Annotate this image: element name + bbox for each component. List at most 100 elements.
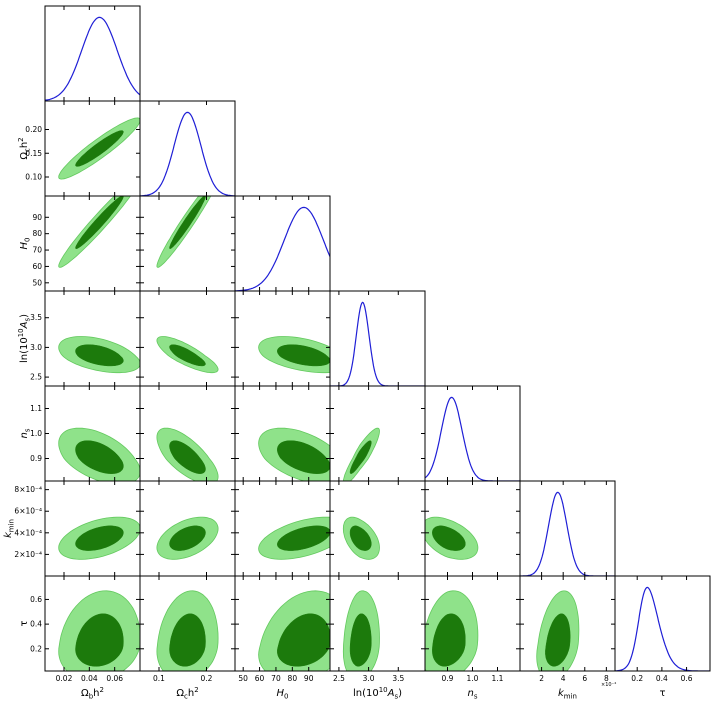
contour-68-ns-ombh2 bbox=[75, 440, 124, 474]
y-tick-label: 0.2 bbox=[30, 644, 42, 653]
panel-ns-H0 bbox=[234, 385, 331, 482]
panel-frame bbox=[44, 5, 141, 102]
x-axis-label: ln(1010As) bbox=[353, 686, 402, 701]
x-axis-label-tau: τ bbox=[659, 688, 665, 699]
x-axis-label: H0 bbox=[277, 688, 289, 701]
y-axis-label-H0: H0 bbox=[19, 238, 32, 250]
panel-tau-kmin: 2 4 6 8 bbox=[519, 575, 616, 683]
x-tick-label: 0.2 bbox=[631, 674, 643, 683]
y-tick-label: 1.1 bbox=[30, 404, 42, 413]
y-tick-label: 3.0 bbox=[30, 343, 42, 352]
x-axis-label-omch2: Ωch2 bbox=[176, 686, 198, 701]
y-axis-label-logA: ln(1010As) bbox=[17, 314, 32, 363]
panel-H0-omch2 bbox=[139, 195, 236, 292]
y-axis-label: Ωch2 bbox=[17, 137, 32, 159]
x-tick-label: 0.1 bbox=[153, 674, 165, 683]
y-axis-label: ns bbox=[19, 428, 32, 438]
contour-68-kmin-H0 bbox=[277, 525, 330, 551]
pdf-curve-ns bbox=[425, 396, 520, 481]
contour-68-tau-kmin bbox=[545, 613, 571, 667]
x-tick-label: 90 bbox=[304, 674, 314, 683]
panel-H0-H0 bbox=[234, 195, 331, 292]
panel-kmin-kmin bbox=[519, 480, 616, 577]
x-tick-label: 0.02 bbox=[56, 674, 73, 683]
x-tick-label: 80 bbox=[288, 674, 298, 683]
x-tick-label: 3.0 bbox=[363, 674, 375, 683]
panel-frame bbox=[329, 290, 426, 387]
panel-frame bbox=[139, 195, 236, 292]
pdf-curve-ombh2 bbox=[45, 16, 140, 101]
y-tick-label: 0.9 bbox=[30, 454, 42, 463]
panel-ns-ombh2: 0.9 1.0 1.1 bbox=[30, 385, 141, 482]
y-tick-label: 0.15 bbox=[25, 149, 42, 158]
contour-68-tau-omch2 bbox=[169, 613, 206, 667]
y-tick-label: 6×10⁻⁴ bbox=[14, 507, 42, 516]
panel-tau-ns: 0.9 1.0 1.1 bbox=[424, 575, 521, 683]
x-axis-label: kmin bbox=[558, 688, 577, 701]
panel-omch2-omch2 bbox=[139, 100, 236, 197]
x-tick-label: 8 bbox=[604, 674, 609, 683]
x-axis-label-ns: ns bbox=[468, 688, 478, 701]
x-tick-label: 70 bbox=[271, 674, 281, 683]
y-axis-label: τ bbox=[19, 620, 30, 626]
y-axis-label: kmin bbox=[3, 519, 16, 538]
y-axis-label: ln(1010As) bbox=[17, 314, 32, 363]
y-tick-label: 4×10⁻⁴ bbox=[14, 528, 42, 537]
y-axis-label-omch2: Ωch2 bbox=[17, 137, 32, 159]
x-tick-label: 3.5 bbox=[392, 674, 404, 683]
panel-tau-omch2: 0.1 0.2 bbox=[139, 575, 236, 683]
contour-68-ns-omch2 bbox=[169, 440, 206, 474]
x-axis-label: τ bbox=[659, 688, 665, 699]
contour-68-kmin-ombh2 bbox=[75, 525, 124, 551]
contour-68-kmin-logA bbox=[349, 525, 372, 551]
y-axis-label-ns: ns bbox=[19, 428, 32, 438]
y-tick-label: 0.6 bbox=[30, 595, 42, 604]
panel-H0-ombh2: 50 60 70 80 90 bbox=[32, 195, 141, 292]
x-axis-label-H0: H0 bbox=[277, 688, 289, 701]
y-tick-label: 1.0 bbox=[30, 429, 42, 438]
contour-68-logA-omch2 bbox=[169, 344, 206, 367]
x-tick-label: 1.0 bbox=[467, 674, 479, 683]
y-axis-label-tau: τ bbox=[19, 620, 30, 626]
panel-frame bbox=[44, 195, 141, 292]
panel-kmin-logA bbox=[329, 480, 426, 577]
y-tick-label: 60 bbox=[32, 262, 42, 271]
x-tick-label: 50 bbox=[238, 674, 248, 683]
panel-kmin-omch2 bbox=[139, 480, 236, 577]
pdf-curve-logA bbox=[330, 301, 425, 386]
pdf-curve-omch2 bbox=[140, 111, 235, 196]
y-tick-label: 8×10⁻⁴ bbox=[14, 485, 42, 494]
y-tick-label: 0.10 bbox=[25, 173, 42, 182]
contour-68-logA-H0 bbox=[277, 344, 330, 367]
pdf-curve-H0 bbox=[235, 206, 330, 291]
panel-ns-omch2 bbox=[139, 385, 236, 482]
panel-tau-ombh2: 0.02 0.04 0.06 0.2 0.4 0.6 bbox=[30, 575, 141, 683]
panel-logA-ombh2: 2.5 3.0 3.5 bbox=[30, 290, 141, 387]
contour-68-tau-H0 bbox=[277, 613, 330, 667]
y-tick-label: 0.4 bbox=[30, 620, 42, 629]
x-tick-label: 0.4 bbox=[656, 674, 668, 683]
y-tick-label: 2.5 bbox=[30, 373, 42, 382]
x-tick-label: 0.9 bbox=[442, 674, 454, 683]
panel-ombh2-ombh2 bbox=[44, 5, 141, 102]
contour-68-tau-logA bbox=[349, 613, 372, 667]
x-tick-label: 6 bbox=[582, 674, 587, 683]
contour-68-logA-ombh2 bbox=[75, 344, 124, 367]
x-tick-label: 2 bbox=[539, 674, 544, 683]
y-tick-label: 90 bbox=[32, 213, 42, 222]
x-tick-label: 0.2 bbox=[201, 674, 213, 683]
contour-68-kmin-omch2 bbox=[169, 525, 206, 551]
panel-logA-H0 bbox=[234, 290, 331, 387]
panel-logA-omch2 bbox=[139, 290, 236, 387]
y-tick-label: 3.5 bbox=[30, 313, 42, 322]
contour-68-kmin-ns bbox=[432, 525, 466, 551]
y-tick-label: 50 bbox=[32, 278, 42, 287]
x-tick-label: 0.6 bbox=[681, 674, 693, 683]
contour-68-ns-H0 bbox=[277, 440, 330, 474]
x-axis-label-kmin: kmin ×10⁻⁴ bbox=[558, 682, 616, 701]
pdf-curve-tau bbox=[615, 586, 710, 671]
contour-68-H0-omch2 bbox=[169, 196, 206, 249]
panel-frame bbox=[424, 385, 521, 482]
x-exponent-label: ×10⁻⁴ bbox=[601, 682, 616, 688]
